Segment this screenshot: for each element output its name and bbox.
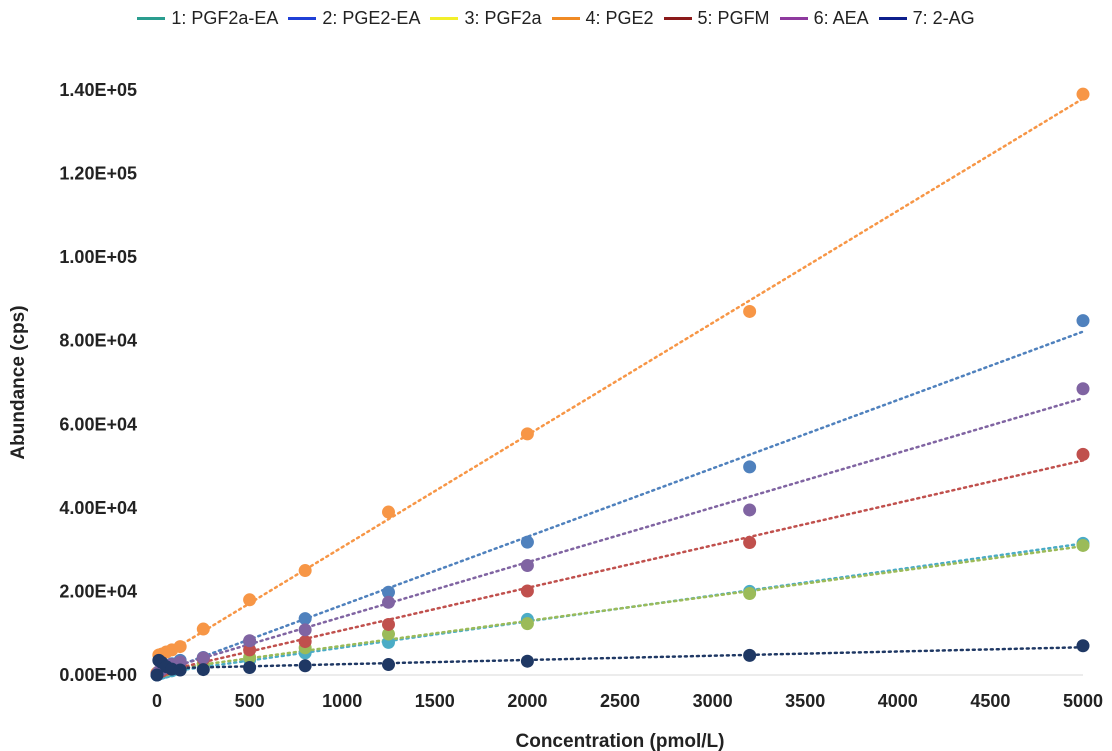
data-point — [743, 460, 757, 474]
x-tick-label: 2500 — [600, 691, 640, 711]
data-point — [196, 622, 210, 636]
legend-swatch — [663, 16, 692, 20]
data-point — [382, 617, 395, 631]
x-tick-label: 3000 — [693, 691, 733, 711]
data-point — [520, 617, 534, 631]
data-point — [743, 536, 757, 550]
trendline — [155, 330, 1085, 675]
legend-swatch — [551, 16, 580, 20]
data-point — [243, 634, 257, 648]
trendline — [155, 544, 1085, 672]
x-tick-label: 1000 — [322, 691, 362, 711]
data-point — [382, 505, 395, 519]
legend-label: 7: 2-AG — [912, 7, 975, 28]
legend-swatch — [137, 16, 166, 20]
x-tick-label: 2000 — [507, 691, 547, 711]
x-tick-label: 4000 — [878, 691, 918, 711]
y-tick-label: 2.00E+04 — [59, 581, 137, 601]
legend-swatch — [288, 16, 317, 20]
data-point — [1076, 639, 1090, 653]
trendline — [155, 646, 1085, 670]
data-point — [196, 651, 210, 665]
x-tick-label: 500 — [235, 691, 265, 711]
x-tick-label: 5000 — [1063, 691, 1103, 711]
data-point — [298, 635, 312, 649]
y-tick-label: 6.00E+04 — [59, 414, 137, 434]
data-point — [298, 564, 312, 578]
legend-item: 4: PGE2 — [551, 7, 654, 29]
legend-item: 1: PGF2a-EA — [137, 8, 278, 29]
legend-item: 3: PGF2a — [430, 7, 542, 29]
y-tick-label: 8.00E+04 — [59, 331, 137, 351]
data-point — [173, 663, 187, 677]
trendline — [155, 97, 1085, 661]
data-point — [243, 593, 257, 607]
legend-item: 7: 2-AG — [878, 7, 975, 29]
y-tick-label: 0.00E+00 — [59, 665, 137, 685]
legend-swatch — [430, 16, 459, 20]
data-point — [520, 427, 534, 441]
data-point — [298, 612, 312, 626]
data-point — [298, 659, 312, 673]
y-axis-title: Abundance (cps) — [8, 305, 29, 459]
data-points — [150, 87, 1090, 682]
data-point — [382, 658, 395, 672]
trendline — [155, 459, 1085, 675]
legend-label: 3: PGF2a — [464, 7, 542, 28]
legend-label: 6: AEA — [813, 7, 869, 28]
legend-label: 1: PGF2a-EA — [171, 7, 279, 28]
axes: 0 500 1000 1500 2000 2500 3000 3500 4000 4500 5000… — [59, 80, 1103, 711]
data-point — [173, 640, 187, 654]
legend-label: 2: PGE2-EA — [322, 7, 421, 28]
legend-label: 5: PGFM — [697, 7, 770, 28]
data-point — [298, 623, 312, 637]
y-tick-label: 1.40E+05 — [59, 80, 137, 100]
trendlines — [155, 97, 1085, 675]
legend-swatch — [878, 16, 907, 20]
data-point — [520, 535, 534, 549]
data-point — [382, 595, 395, 609]
data-point — [743, 587, 757, 601]
x-tick-label: 3500 — [785, 691, 825, 711]
data-point — [1076, 87, 1090, 101]
x-axis-title: Concentration (pmol/L) — [516, 731, 725, 751]
legend-swatch — [779, 16, 808, 20]
legend: 1: PGF2a-EA 2: PGE2-EA 3: PGF2a 4: PGE2 5: P… — [0, 4, 1112, 32]
y-tick-label: 4.00E+04 — [59, 498, 137, 518]
data-point — [243, 660, 257, 674]
legend-label: 4: PGE2 — [585, 7, 654, 28]
y-tick-label: 1.20E+05 — [59, 164, 137, 184]
data-point — [1076, 447, 1090, 461]
data-point — [150, 668, 164, 682]
x-tick-label: 4500 — [970, 691, 1010, 711]
legend-item: 5: PGFM — [663, 7, 770, 29]
data-point — [520, 654, 534, 668]
y-tick-label: 1.00E+05 — [59, 247, 137, 267]
data-point — [1076, 382, 1090, 396]
legend-item: 6: AEA — [779, 7, 869, 29]
data-point — [743, 304, 757, 318]
data-point — [382, 627, 395, 641]
legend-item: 2: PGE2-EA — [288, 8, 420, 29]
data-point — [196, 663, 210, 677]
x-tick-label: 0 — [152, 691, 162, 711]
data-point — [743, 503, 757, 517]
x-tick-label: 1500 — [415, 691, 455, 711]
data-point — [743, 648, 757, 662]
data-point — [520, 559, 534, 573]
data-point — [520, 584, 534, 598]
data-point — [1076, 314, 1090, 328]
data-point — [243, 643, 257, 657]
data-point — [1076, 538, 1090, 552]
trendline — [155, 396, 1085, 673]
data-point — [382, 585, 395, 599]
